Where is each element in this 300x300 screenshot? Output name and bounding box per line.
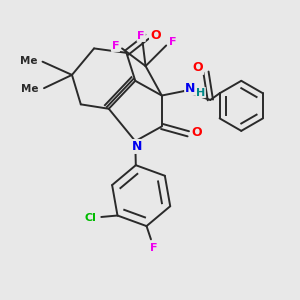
Text: Me: Me bbox=[20, 56, 37, 66]
Text: F: F bbox=[150, 243, 158, 253]
Text: O: O bbox=[192, 61, 203, 74]
Text: F: F bbox=[137, 31, 145, 41]
Text: O: O bbox=[150, 29, 160, 42]
Text: H: H bbox=[196, 88, 205, 98]
Text: Me: Me bbox=[21, 84, 39, 94]
Text: F: F bbox=[169, 37, 176, 47]
Text: O: O bbox=[191, 126, 202, 139]
Text: N: N bbox=[132, 140, 142, 153]
Text: F: F bbox=[112, 41, 119, 51]
Text: Cl: Cl bbox=[84, 213, 96, 223]
Text: N: N bbox=[185, 82, 196, 95]
